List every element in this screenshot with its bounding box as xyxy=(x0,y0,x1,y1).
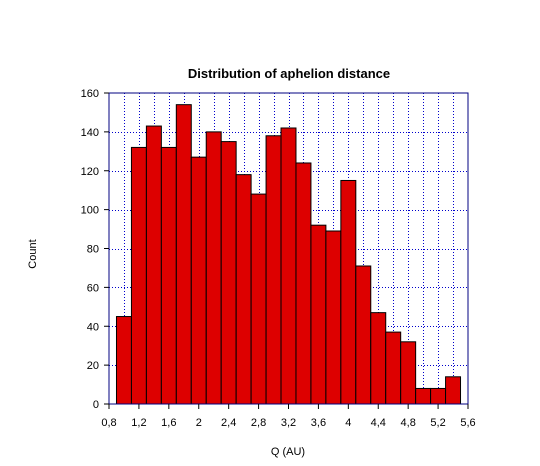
x-tick-label: 1,6 xyxy=(161,417,176,429)
histogram-bar xyxy=(190,156,207,405)
histogram-bar xyxy=(235,174,252,405)
histogram-bar xyxy=(400,341,417,405)
y-tick-label: 100 xyxy=(81,205,99,217)
y-axis-label: Count xyxy=(27,239,39,268)
x-tick-label: 2 xyxy=(196,417,202,429)
histogram-bar xyxy=(175,104,192,405)
histogram-bar xyxy=(160,146,177,405)
x-axis-label: Q (AU) xyxy=(271,446,305,458)
x-tick-label: 3,6 xyxy=(311,417,326,429)
y-tick-label: 140 xyxy=(81,127,99,139)
histogram-bar xyxy=(310,224,327,405)
histogram-bar xyxy=(340,179,357,405)
histogram-bar xyxy=(220,141,237,405)
x-tick-label: 4,4 xyxy=(371,417,386,429)
histogram-bar xyxy=(445,376,462,405)
x-axis-ticks: 0,8 1,2 1,6 2 2,4 2,8 3,2 3,6 4 4,4 4,8 5,2 5,6 xyxy=(101,404,476,429)
x-tick-label: 4 xyxy=(345,417,351,429)
histogram-bar xyxy=(355,265,372,405)
x-tick-label: 5,6 xyxy=(460,417,475,429)
x-tick-label: 1,2 xyxy=(131,417,146,429)
histogram-bar xyxy=(145,125,162,405)
y-tick-label: 40 xyxy=(87,321,99,333)
x-tick-label: 4,8 xyxy=(401,417,416,429)
histogram-bar xyxy=(295,162,312,405)
bars xyxy=(115,104,462,405)
histogram-bar xyxy=(280,127,297,405)
histogram-bar xyxy=(130,146,147,405)
x-tick-label: 3,2 xyxy=(281,417,296,429)
y-tick-label: 160 xyxy=(81,88,99,100)
x-tick-label: 0,8 xyxy=(101,417,116,429)
y-axis-ticks: 0 20 40 60 80 100 120 140 160 xyxy=(81,88,109,411)
histogram-bar xyxy=(115,316,132,405)
y-tick-label: 60 xyxy=(87,282,99,294)
chart-title: Distribution of aphelion distance xyxy=(188,66,390,81)
histogram-bar xyxy=(370,312,387,405)
histogram-bar xyxy=(205,131,222,405)
histogram-bar xyxy=(250,193,267,405)
y-tick-label: 0 xyxy=(93,399,99,411)
histogram-bar xyxy=(430,387,447,405)
histogram-bar xyxy=(265,135,282,405)
y-tick-label: 80 xyxy=(87,244,99,256)
y-tick-label: 20 xyxy=(87,360,99,372)
x-tick-label: 2,8 xyxy=(251,417,266,429)
histogram-bar xyxy=(385,331,402,405)
histogram-bar xyxy=(415,387,432,405)
x-tick-label: 5,2 xyxy=(430,417,445,429)
x-tick-label: 2,4 xyxy=(221,417,236,429)
y-tick-label: 120 xyxy=(81,166,99,178)
histogram-bar xyxy=(325,230,342,405)
